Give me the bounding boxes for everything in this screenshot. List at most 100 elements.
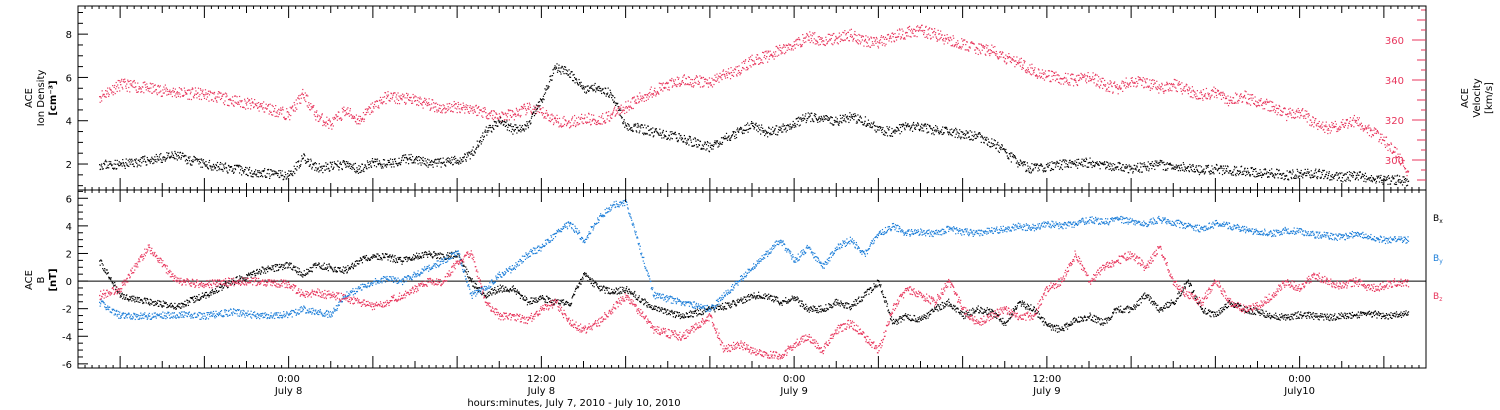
velocity-point-interp <box>735 66 737 68</box>
density-point-interp <box>1024 164 1027 166</box>
density-point-interp <box>310 158 312 160</box>
density-point-interp <box>311 168 313 170</box>
density-point-interp <box>253 173 255 175</box>
density-point-interp <box>156 161 158 163</box>
density-point-interp <box>227 172 229 174</box>
density-point-interp <box>1001 144 1003 146</box>
velocity-point-interp <box>520 105 523 108</box>
velocity-point-interp <box>1019 58 1021 60</box>
velocity-point-interp <box>970 42 972 44</box>
velocity-point-interp <box>922 29 924 32</box>
velocity-point-interp <box>1259 105 1261 107</box>
density-point-interp <box>605 87 607 90</box>
density-point-interp <box>239 169 242 171</box>
velocity-point <box>1187 90 1189 92</box>
density-point-interp <box>644 132 646 134</box>
density-point-interp <box>411 155 414 158</box>
velocity-point-interp <box>1375 132 1378 135</box>
velocity-point-interp <box>904 38 906 40</box>
velocity-point-interp <box>339 118 341 120</box>
velocity-point-interp <box>140 88 142 90</box>
velocity-point-interp <box>357 118 359 120</box>
velocity-point-interp <box>797 38 799 41</box>
density-point-interp <box>1150 164 1152 167</box>
velocity-point-interp <box>259 104 261 106</box>
velocity-point-interp <box>1059 77 1062 79</box>
velocity-point-interp <box>840 34 842 36</box>
velocity-point-interp <box>998 57 1000 59</box>
velocity-point-interp <box>268 113 270 115</box>
velocity-point-interp <box>210 92 212 94</box>
velocity-point-interp <box>1248 97 1251 100</box>
density-point-interp <box>1109 162 1111 164</box>
velocity-point-interp <box>366 109 369 111</box>
velocity-point-interp <box>562 117 564 119</box>
density-point-interp <box>479 139 481 142</box>
density-point-interp <box>422 156 424 159</box>
velocity-point-interp <box>560 126 563 128</box>
density-point-interp <box>162 157 164 159</box>
density-point-interp <box>594 82 596 85</box>
velocity-point-interp <box>386 94 388 96</box>
velocity-point-interp <box>317 114 319 116</box>
velocity-point-interp <box>1210 89 1213 92</box>
velocity-point-interp <box>1280 109 1282 111</box>
velocity-point-interp <box>1372 134 1375 137</box>
velocity-point-interp <box>731 74 734 76</box>
velocity-point-interp <box>804 37 806 39</box>
density-point-interp <box>768 127 770 129</box>
density-point-interp <box>107 164 109 166</box>
density-point-interp <box>160 161 162 163</box>
velocity-point-interp <box>940 36 942 39</box>
density-point-interp <box>987 144 989 146</box>
velocity-point <box>471 108 473 110</box>
velocity-point-interp <box>466 108 468 110</box>
density-point-interp <box>961 136 963 138</box>
density-point-interp <box>1084 165 1086 167</box>
velocity-point-interp <box>224 92 227 94</box>
velocity-point-interp <box>612 112 614 114</box>
density-point-interp <box>1176 166 1178 168</box>
velocity-point-interp <box>1379 133 1382 135</box>
velocity-point-interp <box>725 70 727 73</box>
velocity-point-interp <box>1339 125 1341 128</box>
density-point-interp <box>370 166 373 168</box>
velocity-point-interp <box>909 30 912 32</box>
velocity-point-interp <box>1353 114 1355 117</box>
density-point-interp <box>1239 170 1241 172</box>
density-point-interp <box>330 162 332 164</box>
velocity-point-interp <box>1180 88 1182 90</box>
velocity-point-interp <box>588 113 590 115</box>
density-point-interp <box>742 129 745 131</box>
density-point-interp <box>695 140 697 142</box>
velocity-point-interp <box>208 100 210 102</box>
density-point-interp <box>839 114 841 117</box>
density-point-interp <box>854 113 856 115</box>
density-point-interp <box>524 124 527 127</box>
velocity-point-interp <box>1308 113 1310 115</box>
velocity-point-interp <box>153 84 155 87</box>
velocity-point-interp <box>243 107 245 109</box>
velocity-point-interp <box>100 97 102 99</box>
velocity-point-interp <box>316 110 318 112</box>
velocity-point-interp <box>554 118 557 120</box>
density-point-interp <box>816 119 818 122</box>
velocity-point-interp <box>1337 130 1339 132</box>
velocity-point-interp <box>123 81 125 83</box>
density-point-interp <box>337 166 339 168</box>
velocity-point-interp <box>781 51 783 53</box>
velocity-point-interp <box>984 45 986 48</box>
density-point-interp <box>182 152 184 154</box>
velocity-point-interp <box>1172 83 1174 85</box>
density-point-interp <box>1230 173 1233 175</box>
velocity-point-interp <box>588 112 590 114</box>
velocity-point-interp <box>879 39 882 41</box>
velocity-point-interp <box>589 119 591 121</box>
density-point-interp <box>533 111 535 113</box>
density-point-interp <box>140 165 142 167</box>
velocity-point-interp <box>865 35 867 37</box>
density-point-interp <box>806 119 808 122</box>
velocity-point-interp <box>824 44 826 47</box>
velocity-point-interp <box>233 105 235 107</box>
velocity-point-interp <box>347 107 349 109</box>
